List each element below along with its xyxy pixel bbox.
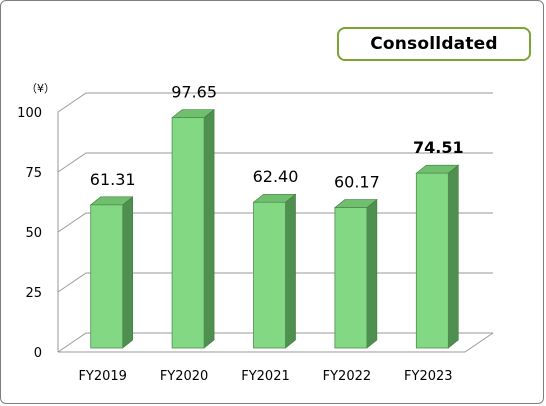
bar: [90, 204, 124, 349]
x-tick-label: FY2022: [323, 369, 372, 384]
y-tick-label: 100: [17, 106, 42, 121]
bar: [171, 117, 205, 349]
bar-side: [366, 198, 378, 349]
data-label: 60.17: [334, 173, 380, 192]
bar: [415, 172, 449, 349]
bar-side: [447, 164, 459, 349]
x-tick-label: FY2020: [160, 369, 209, 384]
data-label: 61.31: [90, 170, 136, 189]
data-label: 62.40: [253, 167, 299, 186]
y-tick-label: 50: [25, 226, 42, 241]
bar-side: [203, 109, 215, 349]
labels: 61.31 FY2019 97.65 FY2020 62.40 FY2021 60.17 FY…: [78, 83, 463, 384]
consolidated-badge: Consolldated: [337, 27, 531, 61]
x-tick-label: FY2019: [78, 369, 127, 384]
bar: [253, 201, 286, 349]
bar-side: [122, 196, 133, 349]
floor-edge: [464, 332, 494, 353]
y-unit-label: （¥）: [26, 82, 55, 95]
y-tick-label: 25: [25, 286, 42, 301]
gridline-75: [57, 152, 493, 173]
data-label: 97.65: [171, 83, 217, 102]
bar-side: [285, 193, 296, 349]
bars: [89, 109, 460, 349]
x-tick-label: FY2023: [404, 369, 453, 384]
data-label: 74.51: [413, 138, 464, 157]
x-tick-label: FY2021: [241, 369, 290, 384]
gridline-100: [57, 92, 493, 113]
axes: 0 25 50 75 100: [17, 106, 494, 361]
y-tick-label: 75: [25, 166, 42, 181]
bar: [334, 207, 368, 349]
y-tick-label: 0: [34, 346, 42, 361]
